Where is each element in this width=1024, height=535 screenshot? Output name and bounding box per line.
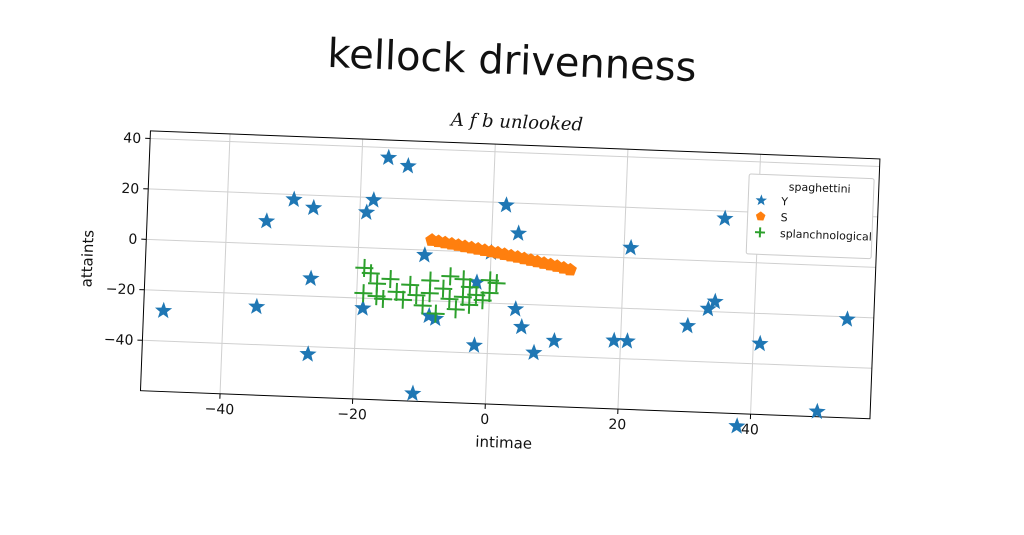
plus-stroke-v bbox=[430, 272, 431, 290]
point-y bbox=[305, 199, 323, 216]
point-y bbox=[399, 157, 417, 174]
plus-stroke-v bbox=[449, 290, 450, 308]
plus-stroke-v bbox=[463, 270, 464, 288]
point-y bbox=[155, 301, 173, 318]
point-splanchnological bbox=[421, 271, 440, 290]
point-y bbox=[380, 148, 398, 165]
plus-stroke-v bbox=[490, 271, 491, 289]
y-axis-label: attaints bbox=[77, 229, 97, 287]
plus-stroke-v bbox=[443, 280, 444, 298]
x-axis-label: intimae bbox=[475, 433, 532, 453]
plus-stroke-v bbox=[476, 286, 477, 304]
x-gridline bbox=[353, 139, 363, 399]
y-tick-label: 20 bbox=[121, 181, 139, 198]
point-y bbox=[404, 384, 422, 401]
grid-layer bbox=[140, 131, 879, 419]
point-y bbox=[248, 297, 266, 314]
y-gridline bbox=[150, 138, 879, 166]
point-y bbox=[285, 190, 303, 207]
plus-stroke-v bbox=[422, 297, 423, 315]
y-tick-label: 0 bbox=[128, 232, 138, 248]
point-y bbox=[416, 246, 434, 263]
x-gridline bbox=[618, 149, 628, 409]
plus-stroke-v bbox=[403, 291, 404, 309]
plus-stroke-v bbox=[376, 287, 377, 305]
point-y bbox=[465, 336, 483, 353]
plus-stroke-v bbox=[396, 283, 397, 301]
x-tick-label: 0 bbox=[480, 412, 490, 428]
series-s bbox=[424, 233, 578, 276]
plus-stroke-v bbox=[482, 291, 483, 309]
point-y bbox=[838, 310, 856, 327]
point-y bbox=[513, 318, 531, 335]
point-splanchnological bbox=[426, 304, 445, 323]
x-gridline bbox=[220, 134, 230, 394]
x-tick-label: −20 bbox=[337, 406, 367, 423]
point-y bbox=[299, 345, 317, 362]
legend-label-s: S bbox=[780, 211, 787, 224]
point-y bbox=[510, 224, 528, 241]
point-y bbox=[507, 300, 525, 317]
point-y bbox=[679, 317, 697, 334]
plus-stroke-v bbox=[410, 276, 411, 294]
point-y bbox=[525, 343, 543, 360]
point-y bbox=[365, 191, 383, 208]
plus-stroke-v bbox=[383, 290, 384, 308]
plus-stroke-v bbox=[370, 264, 371, 282]
plot-frame bbox=[140, 131, 879, 419]
plus-stroke-v bbox=[364, 259, 365, 277]
y-tick-label: −40 bbox=[104, 332, 134, 349]
plus-stroke-v bbox=[463, 288, 464, 306]
legend-label-y: Y bbox=[780, 195, 788, 208]
point-y bbox=[302, 269, 320, 286]
plus-stroke-v bbox=[470, 278, 471, 296]
plus-stroke-v bbox=[416, 286, 417, 304]
plus-stroke-v bbox=[363, 284, 364, 302]
y-tick-label: −20 bbox=[105, 281, 135, 298]
x-tick-label: −40 bbox=[204, 401, 234, 418]
plus-stroke-v bbox=[390, 270, 391, 288]
plus-stroke-v bbox=[469, 296, 470, 314]
y-tick-label: 40 bbox=[123, 130, 141, 147]
plus-stroke-v bbox=[455, 300, 456, 318]
plus-stroke-v bbox=[435, 305, 436, 323]
point-y bbox=[545, 332, 563, 349]
point-y bbox=[258, 212, 276, 229]
legend-title: spaghettini bbox=[789, 180, 851, 195]
x-tick-label: 20 bbox=[608, 417, 626, 434]
plus-stroke-v bbox=[450, 267, 451, 285]
point-y bbox=[497, 196, 515, 213]
plus-stroke-v bbox=[496, 274, 497, 292]
point-y bbox=[716, 209, 734, 226]
